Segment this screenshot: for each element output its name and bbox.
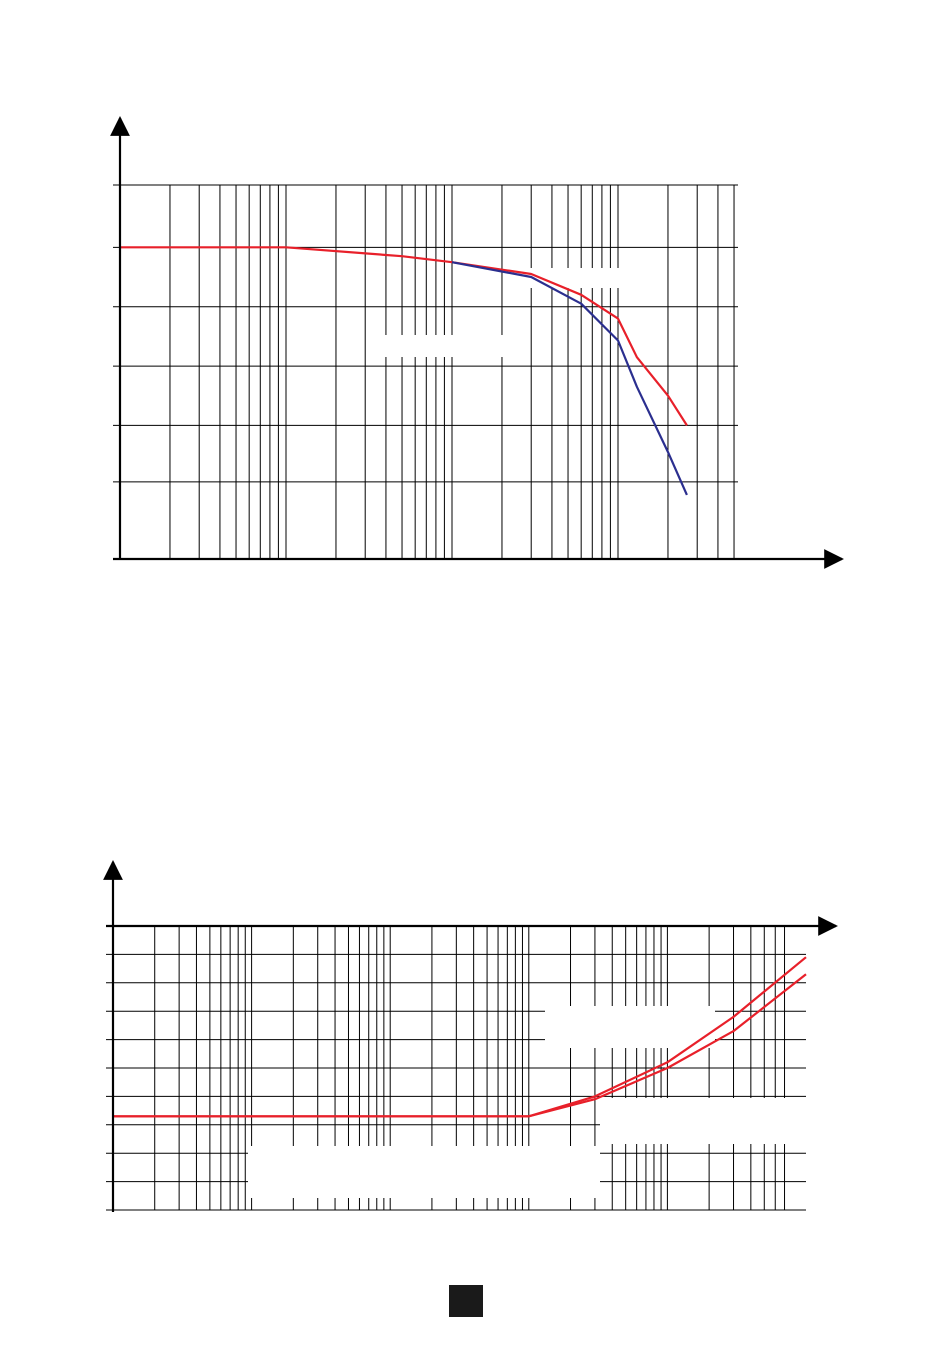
top-label-mask-1 <box>530 268 658 288</box>
bottom-label-masks <box>248 1006 806 1198</box>
top-label-masks <box>378 268 658 357</box>
top-series <box>120 246 688 496</box>
chart-top <box>110 116 844 569</box>
bottom-label-mask-2 <box>545 1006 715 1048</box>
top-series-line-1 <box>451 261 688 496</box>
top-label-mask-0 <box>378 335 528 357</box>
bottom-series-line-1 <box>113 973 807 1118</box>
bottom-label-mask-1 <box>600 1098 806 1144</box>
page-marker <box>449 1285 483 1317</box>
top-series-line-0 <box>120 246 688 426</box>
bottom-series <box>113 956 807 1118</box>
bottom-label-mask-0 <box>248 1146 600 1198</box>
chart-bottom <box>103 860 838 1212</box>
top-grid <box>113 184 738 559</box>
